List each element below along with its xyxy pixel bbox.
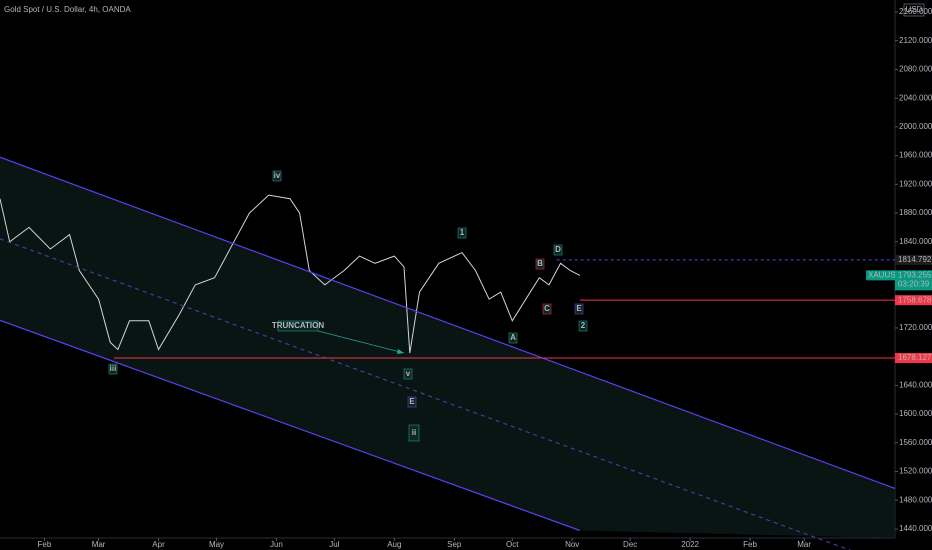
wave-label-box [272,170,282,182]
y-tick-label: 1960.000 [899,151,932,160]
y-tick-label: 1520.000 [899,467,932,476]
y-tick-label: 2120.000 [899,36,932,45]
wave-label: 2 [581,321,586,330]
wave-label: iii [110,364,117,373]
level-tag [895,353,932,364]
y-tick-label: 1480.000 [899,495,932,504]
last-price-tag [895,270,932,291]
wave-label-box [578,320,588,332]
arrow-head [397,349,404,354]
wave-label-box [508,332,518,344]
x-tick-label: Apr [152,540,165,549]
y-tick-label: 1640.000 [899,381,932,390]
x-tick-label: Feb [743,540,757,549]
countdown: 03:20:39 [898,279,930,288]
y-tick-label: 1840.000 [899,237,932,246]
level-label: 1758.678 [898,295,932,304]
y-tick-label: 1880.000 [899,208,932,217]
wave-label: E [576,304,582,313]
truncation-arrow [317,330,405,354]
wave-label: v [406,369,411,378]
wave-label-box [542,303,552,315]
wave-label: 1 [460,228,465,237]
chart-title: Gold Spot / U.S. Dollar, 4h, OANDA [4,5,131,14]
wave-label: B [537,259,543,268]
wave-label: C [544,304,550,313]
x-tick-label: Mar [92,540,106,549]
y-tick-label: 1920.000 [899,179,932,188]
y-tick-label: 1720.000 [899,323,932,332]
last-price-symbol: XAUUSD [868,270,902,279]
wave-label-box [403,368,413,380]
x-tick-label: Oct [506,540,519,549]
wave-label-box [408,424,420,442]
last-price-symbol-tag [866,270,895,281]
wave-label: E [409,397,415,406]
wave-label: iv [274,171,281,180]
channel-line [0,319,581,532]
price-line [0,194,581,354]
y-tick-label: 2080.000 [899,65,932,74]
level-tag [895,295,932,306]
wave-label-box [407,396,417,408]
wave-label: A [510,333,516,342]
level-label: 1814.792 [898,255,932,264]
wave-label: TRUNCATION [272,321,325,330]
y-tick-label: 1440.000 [899,524,932,533]
currency-box [903,3,925,17]
wave-label-box [277,320,319,332]
x-tick-label: 2022 [681,540,699,549]
x-tick-label: Jun [270,540,283,549]
x-tick-label: Nov [565,540,579,549]
x-tick-label: Dec [623,540,637,549]
wave-label-box [535,258,545,270]
y-tick-label: 2000.000 [899,122,932,131]
wave-label: ii [412,428,416,437]
wave-label: D [555,245,561,254]
channel-fill [0,157,895,538]
y-tick-label: 1600.000 [899,409,932,418]
wave-label-box [553,244,563,256]
x-tick-label: Feb [38,540,52,549]
y-tick-label: 1560.000 [899,438,932,447]
currency: USD [906,5,923,14]
x-tick-label: Mar [797,540,811,549]
x-tick-label: May [209,540,224,549]
channel-line [0,156,896,490]
last-price-label: 1793.255 [898,270,932,279]
x-tick-label: Jul [329,540,339,549]
wave-label-box [457,227,467,239]
channel-line [0,238,852,550]
wave-label-box [108,363,118,375]
x-tick-label: Aug [387,540,401,549]
y-tick-label: 2040.000 [899,93,932,102]
x-tick-label: Sep [447,540,462,549]
y-tick-label: 2160.000 [899,7,932,16]
level-tag [895,254,932,265]
level-label: 1678.127 [898,353,932,362]
wave-label-box [574,303,584,315]
